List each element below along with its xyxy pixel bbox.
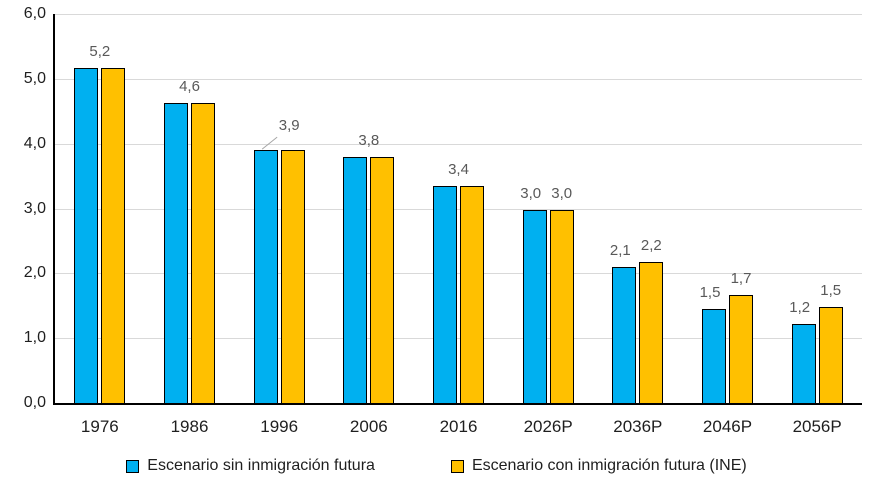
bar-2046P-sin <box>702 308 726 404</box>
bar-2016-sin <box>433 185 457 404</box>
data-label: 3,8 <box>358 131 380 149</box>
x-tick-label: 1976 <box>80 417 119 436</box>
bar-2056P-con <box>818 307 843 404</box>
y-tick-label: 1,0 <box>23 329 46 347</box>
data-label: 1,5 <box>820 282 842 300</box>
gridline <box>55 273 862 275</box>
x-axis-line <box>53 403 862 405</box>
bar-1986-sin <box>164 102 188 404</box>
gridline <box>55 208 862 210</box>
legend-swatch-sin-icon <box>126 459 140 473</box>
data-label: 3,4 <box>448 160 469 178</box>
x-tick-label: 2056P <box>792 417 842 436</box>
bar-2006-con <box>370 156 395 404</box>
gridline <box>55 78 862 80</box>
data-label: 2,1 <box>609 241 631 259</box>
bar-2056P-sin <box>791 323 816 404</box>
x-tick-label: 1986 <box>170 417 209 436</box>
data-label: 1,7 <box>730 269 752 287</box>
bar-2026P-sin <box>522 210 547 404</box>
data-label: 5,2 <box>89 42 111 60</box>
bar-1996-con <box>280 150 305 404</box>
legend-label-con: Escenario con inmigración futura (INE) <box>471 457 747 474</box>
x-tick-label: 2046P <box>702 417 753 436</box>
y-tick-label: 4,0 <box>23 134 46 152</box>
bar-2006-sin <box>343 156 368 404</box>
y-axis-line <box>53 14 55 403</box>
data-label: 1,5 <box>699 283 721 301</box>
y-tick-label: 3,0 <box>23 199 46 217</box>
x-tick-label: 1996 <box>260 417 299 436</box>
bar-1976-con <box>101 67 126 404</box>
legend-label-sin: Escenario sin inmigración futura <box>147 457 375 474</box>
x-tick-label: 2016 <box>439 417 478 436</box>
bar-2036P-sin <box>612 266 637 404</box>
y-tick-label: 2,0 <box>23 264 46 282</box>
x-tick-label: 2006 <box>349 417 388 436</box>
legend-item-sin-inmigracion: Escenario sin inmigración futura <box>126 457 375 475</box>
bar-2016-con <box>460 185 484 404</box>
data-label: 3,0 <box>520 185 542 203</box>
bar-2026P-con <box>549 210 574 404</box>
x-tick-label: 2026P <box>523 417 573 436</box>
gridline <box>55 14 862 15</box>
legend-swatch-con-icon <box>450 459 464 473</box>
data-label: 2,2 <box>640 236 662 254</box>
data-label: 3,9 <box>278 117 300 135</box>
bar-2046P-con <box>729 294 753 404</box>
y-tick-label: 5,0 <box>23 69 46 87</box>
legend-item-con-inmigracion: Escenario con inmigración futura (INE) <box>450 457 747 475</box>
data-label: 1,2 <box>789 298 811 316</box>
y-tick-label: 6,0 <box>23 5 46 22</box>
data-label: 4,6 <box>179 77 200 95</box>
gridline <box>55 143 862 145</box>
bar-1996-sin <box>253 150 278 404</box>
y-tick-label: 0,0 <box>23 394 46 411</box>
bar-1986-con <box>191 102 215 404</box>
data-label: 3,0 <box>551 185 573 203</box>
chart-legend: Escenario sin inmigración futura Escenar… <box>0 457 873 475</box>
bar-2036P-con <box>639 261 664 404</box>
x-tick-label: 2036P <box>613 417 663 436</box>
bar-1976-sin <box>74 67 99 404</box>
gridline <box>55 338 862 340</box>
